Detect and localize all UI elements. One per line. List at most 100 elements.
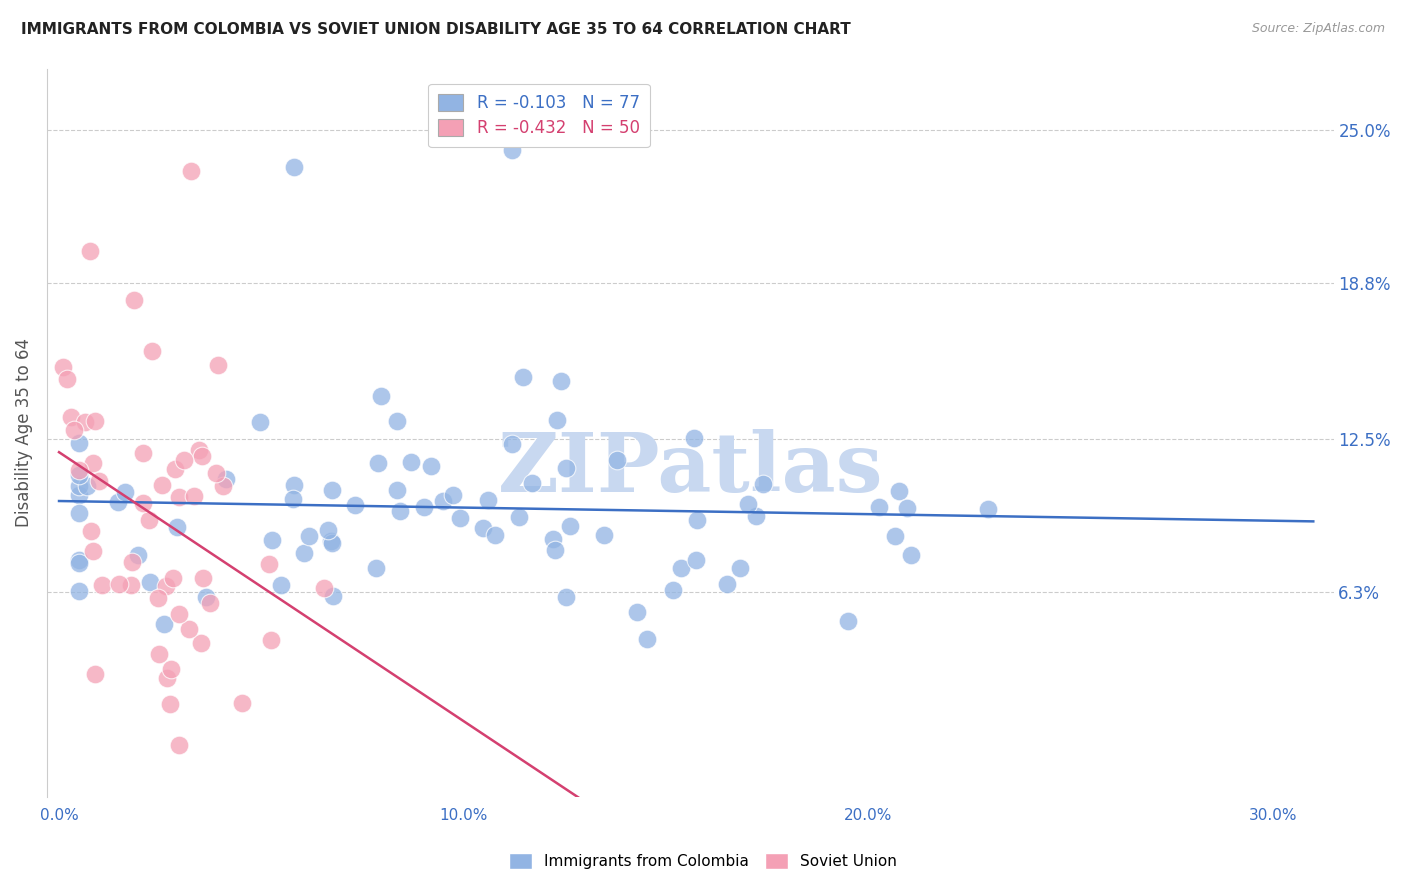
Point	[716, 577, 738, 591]
Point	[889, 483, 911, 498]
Point	[160, 662, 183, 676]
Point	[283, 491, 305, 506]
Point	[520, 476, 543, 491]
Point	[108, 576, 131, 591]
Point	[884, 529, 907, 543]
Point	[900, 548, 922, 562]
Point	[67, 556, 90, 570]
Point	[79, 244, 101, 258]
Point	[67, 584, 90, 599]
Point	[205, 466, 228, 480]
Legend: R = -0.103   N = 77, R = -0.432   N = 50: R = -0.103 N = 77, R = -0.432 N = 50	[429, 84, 650, 147]
Point	[163, 462, 186, 476]
Point	[321, 483, 343, 497]
Point	[283, 477, 305, 491]
Point	[107, 495, 129, 509]
Point	[167, 739, 190, 753]
Point	[156, 671, 179, 685]
Point	[127, 548, 149, 562]
Point	[260, 633, 283, 648]
Point	[737, 497, 759, 511]
Point	[370, 388, 392, 402]
Point	[139, 574, 162, 589]
Point	[443, 488, 465, 502]
Point	[67, 468, 90, 483]
Point	[550, 374, 572, 388]
Point	[155, 579, 177, 593]
Text: ZIPatlas: ZIPatlas	[498, 429, 883, 509]
Point	[728, 560, 751, 574]
Text: IMMIGRANTS FROM COLOMBIA VS SOVIET UNION DISABILITY AGE 35 TO 64 CORRELATION CHA: IMMIGRANTS FROM COLOMBIA VS SOVIET UNION…	[21, 22, 851, 37]
Point	[508, 509, 530, 524]
Point	[82, 544, 104, 558]
Point	[159, 697, 181, 711]
Point	[90, 578, 112, 592]
Point	[84, 414, 107, 428]
Point	[319, 534, 342, 549]
Point	[190, 635, 212, 649]
Point	[449, 510, 471, 524]
Point	[121, 556, 143, 570]
Point	[321, 536, 343, 550]
Point	[76, 479, 98, 493]
Point	[541, 533, 564, 547]
Point	[80, 524, 103, 538]
Point	[387, 483, 409, 497]
Point	[744, 508, 766, 523]
Point	[270, 578, 292, 592]
Point	[190, 449, 212, 463]
Point	[626, 606, 648, 620]
Point	[432, 494, 454, 508]
Point	[67, 435, 90, 450]
Point	[387, 414, 409, 428]
Point	[67, 506, 90, 520]
Point	[555, 460, 578, 475]
Point	[682, 431, 704, 445]
Point	[231, 697, 253, 711]
Point	[122, 293, 145, 307]
Point	[84, 666, 107, 681]
Point	[177, 622, 200, 636]
Point	[183, 489, 205, 503]
Point	[292, 546, 315, 560]
Point	[188, 442, 211, 457]
Point	[249, 416, 271, 430]
Point	[257, 557, 280, 571]
Point	[138, 513, 160, 527]
Point	[132, 496, 155, 510]
Point	[322, 590, 344, 604]
Point	[56, 372, 79, 386]
Point	[166, 520, 188, 534]
Point	[207, 358, 229, 372]
Point	[150, 478, 173, 492]
Point	[63, 423, 86, 437]
Point	[141, 344, 163, 359]
Point	[146, 591, 169, 606]
Point	[343, 498, 366, 512]
Point	[132, 446, 155, 460]
Point	[752, 477, 775, 491]
Point	[67, 488, 90, 502]
Point	[484, 528, 506, 542]
Point	[606, 453, 628, 467]
Point	[868, 500, 890, 514]
Point	[260, 533, 283, 547]
Point	[193, 571, 215, 585]
Point	[73, 415, 96, 429]
Point	[283, 161, 305, 175]
Point	[471, 521, 494, 535]
Point	[558, 518, 581, 533]
Point	[67, 462, 90, 476]
Point	[685, 553, 707, 567]
Point	[837, 614, 859, 628]
Point	[89, 474, 111, 488]
Point	[180, 163, 202, 178]
Point	[316, 523, 339, 537]
Point	[413, 500, 436, 514]
Point	[593, 528, 616, 542]
Point	[314, 581, 336, 595]
Point	[662, 582, 685, 597]
Point	[52, 360, 75, 375]
Point	[212, 478, 235, 492]
Point	[636, 632, 658, 647]
